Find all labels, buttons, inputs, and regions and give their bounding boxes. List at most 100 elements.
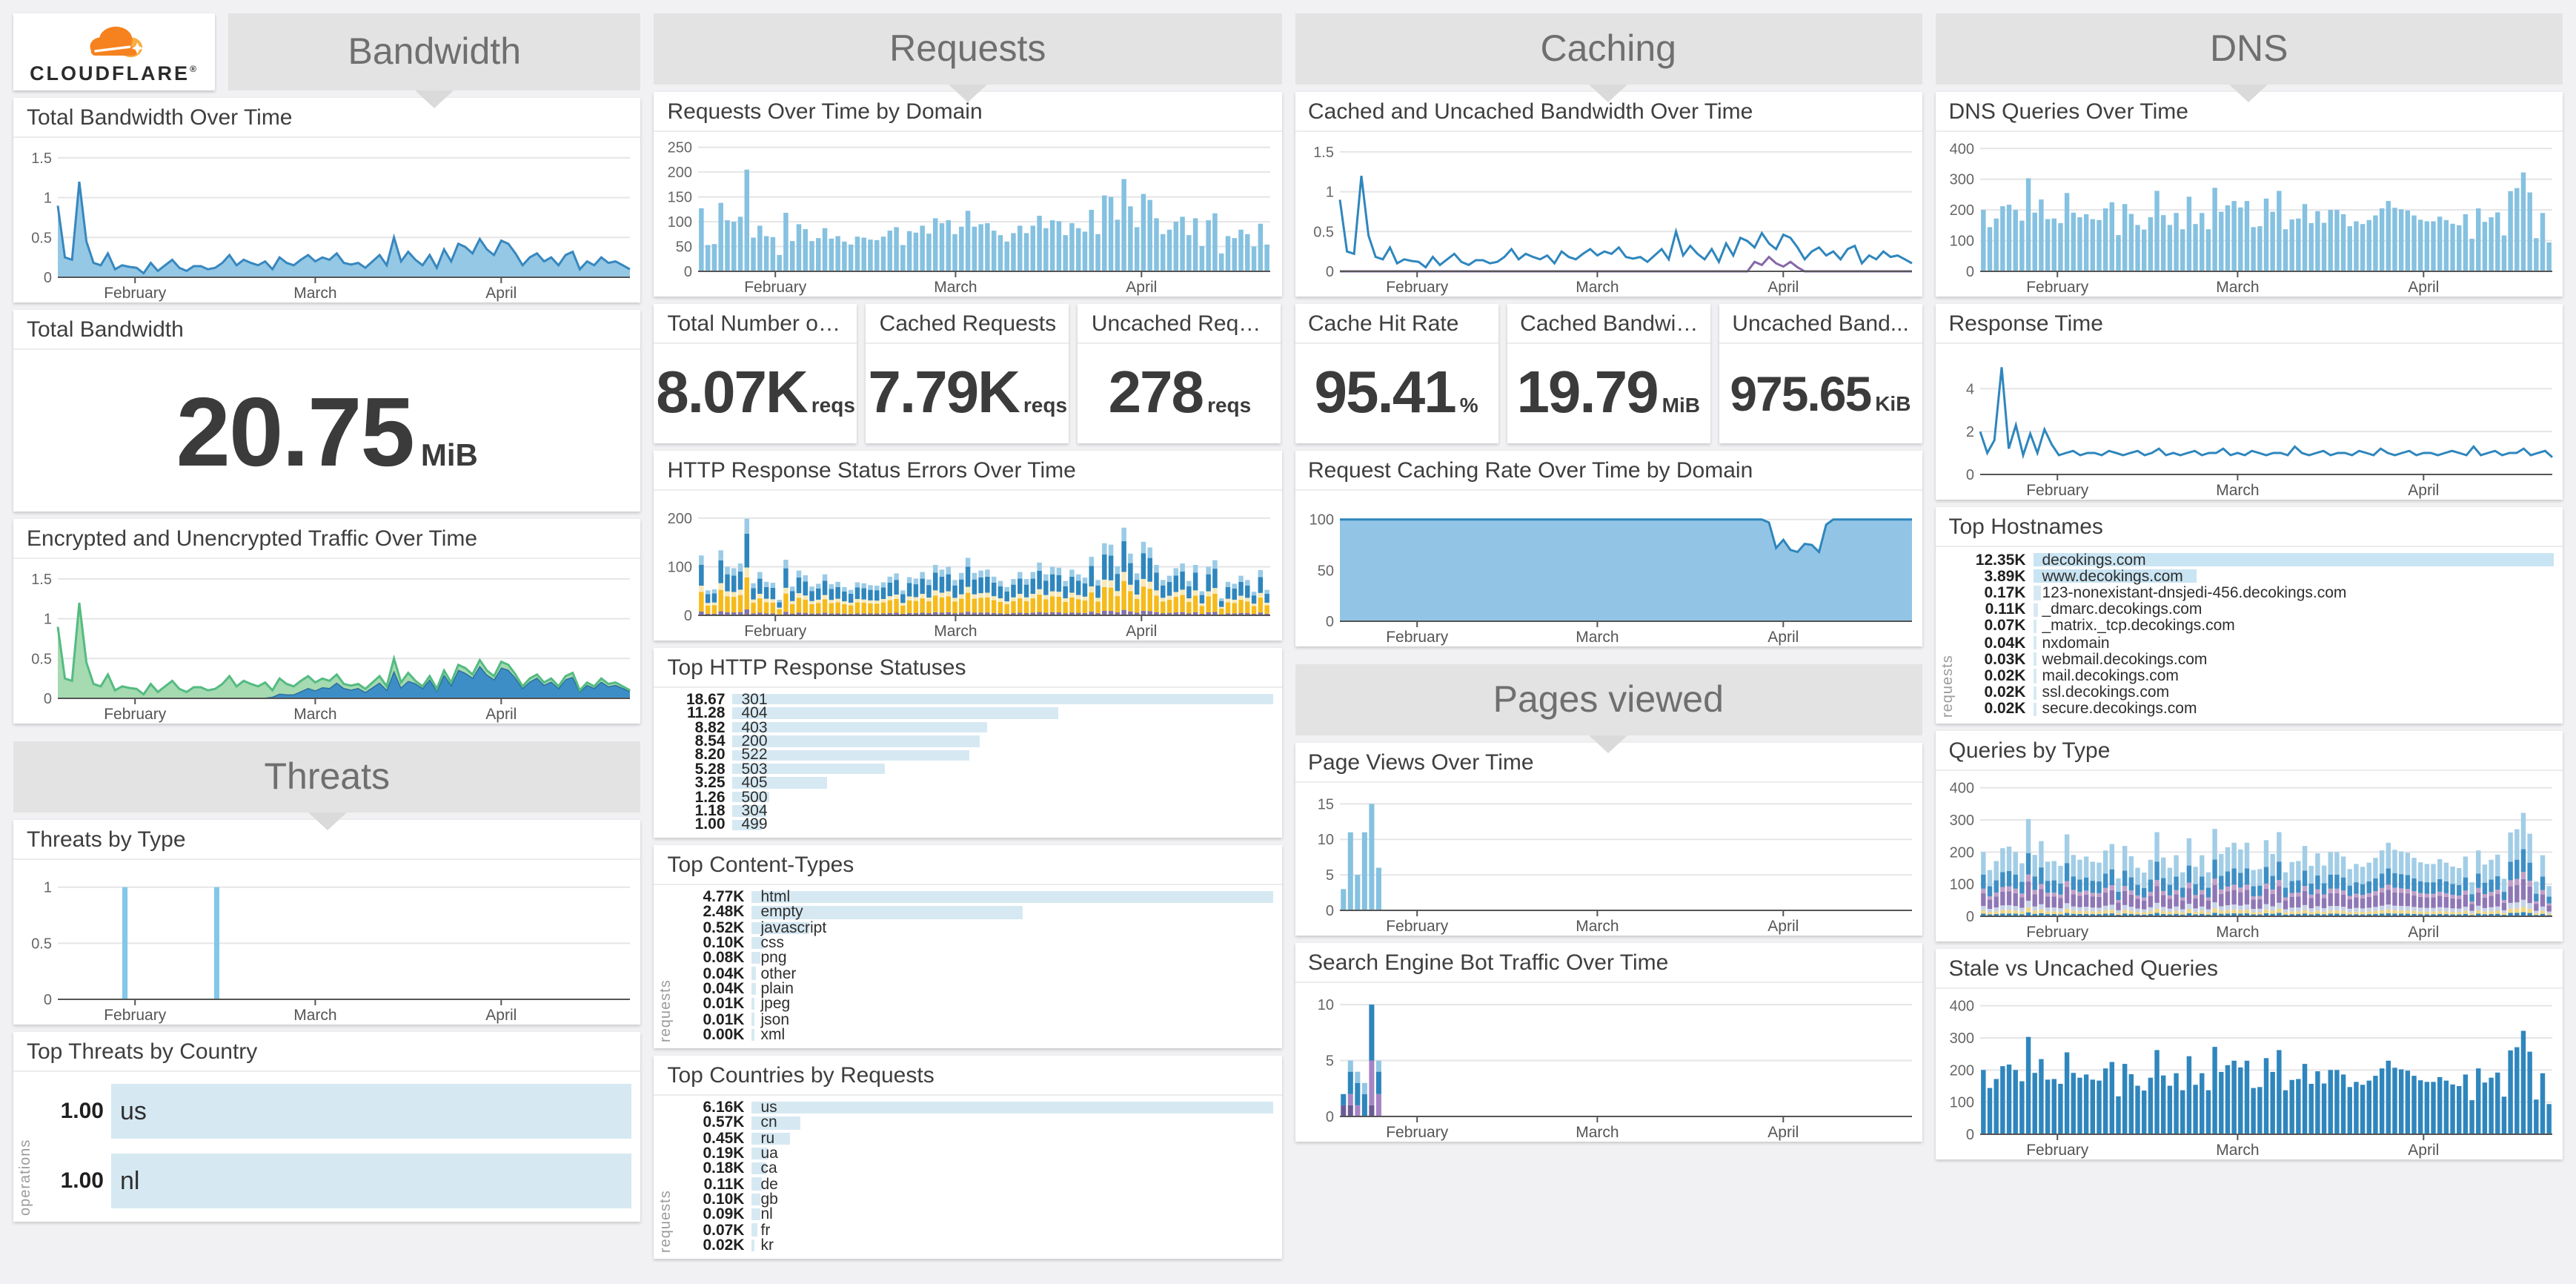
kpi-value: 20.75 MiB — [176, 376, 478, 486]
svg-text:0: 0 — [1965, 909, 1974, 925]
list-item-jpeg[interactable]: 0.01K jpeg — [677, 995, 1273, 1013]
list-item-label: 522 — [741, 746, 768, 764]
list-item-bar — [751, 936, 763, 950]
list-item-json[interactable]: 0.01K json — [677, 1010, 1273, 1028]
list-item-value: 12.35K — [1975, 551, 2026, 569]
list-item-value: 0.09K — [703, 1205, 745, 1224]
list-item-secure.decokings.com[interactable]: 0.02K secure.decokings.com — [1958, 701, 2555, 718]
svg-text:0: 0 — [1965, 264, 1974, 280]
list-item-405[interactable]: 3.25 405 — [657, 774, 1273, 792]
list-item-kr[interactable]: 0.02K kr — [677, 1237, 1273, 1254]
list-item-_dmarc.decokings.com[interactable]: 0.11K _dmarc.decokings.com — [1958, 600, 2555, 618]
list-item-503[interactable]: 5.28 503 — [657, 760, 1273, 778]
list-item-us[interactable]: 6.16K us — [677, 1099, 1272, 1116]
list-item-403[interactable]: 8.82 403 — [657, 718, 1273, 736]
response-time-chart[interactable]: 0 2 4 February March April — [1936, 344, 2563, 500]
list-item-label: ru — [760, 1129, 775, 1148]
list-item-304[interactable]: 1.18 304 — [657, 802, 1273, 820]
list-item-123-nonexistant-dnsjedi-456.decokings.com[interactable]: 0.17K 123-nonexistant-dnsjedi-456.decokin… — [1958, 584, 2555, 603]
list-item-webmail.decokings.com[interactable]: 0.03K webmail.decokings.com — [1958, 651, 2555, 669]
list-item-500[interactable]: 1.26 500 — [657, 788, 1273, 806]
list-item-200[interactable]: 8.54 200 — [657, 732, 1273, 750]
svg-text:100: 100 — [668, 559, 692, 575]
list-item-plain[interactable]: 0.04K plain — [677, 980, 1273, 998]
list-item-png[interactable]: 0.08K png — [677, 950, 1273, 967]
list-item-ssl.decokings.com[interactable]: 0.02K ssl.decokings.com — [1958, 684, 2555, 701]
list-item-other[interactable]: 0.04K other — [677, 964, 1273, 983]
svg-text:400: 400 — [1949, 781, 1974, 797]
svg-text:April: April — [1767, 629, 1798, 646]
svg-text:February: February — [745, 279, 808, 296]
list-item-ua[interactable]: 0.19K ua — [677, 1145, 1273, 1162]
threats-by-type-chart[interactable]: 0 0.5 1 February March April — [13, 860, 641, 1025]
card-title: Request Caching Rate Over Time by Domain — [1295, 451, 1922, 491]
svg-text:0: 0 — [684, 608, 692, 624]
svg-text:50: 50 — [1317, 563, 1333, 579]
list-item-label: cn — [760, 1113, 777, 1132]
list-item-ca[interactable]: 0.18K ca — [677, 1160, 1273, 1178]
list-item-empty[interactable]: 2.48K empty — [677, 904, 1273, 921]
bot-traffic-chart[interactable]: 0 5 10 February March April — [1295, 983, 1922, 1142]
list-item-html[interactable]: 4.77K html — [677, 888, 1272, 907]
encrypted-traffic-chart[interactable]: 0 0.5 1 1.5 February March April — [13, 559, 641, 724]
svg-text:100: 100 — [1309, 512, 1333, 529]
list-item-de[interactable]: 0.11K de — [677, 1175, 1273, 1193]
list-item-us[interactable]: 1.00 us — [36, 1076, 632, 1146]
list-item-value: 4.77K — [703, 888, 745, 907]
list-item-404[interactable]: 11.28 404 — [657, 704, 1273, 723]
list-item-499[interactable]: 1.00 499 — [657, 815, 1273, 834]
list-item-bar — [111, 1084, 632, 1139]
list-item-xml[interactable]: 0.00K xml — [677, 1026, 1273, 1044]
list-item-mail.decokings.com[interactable]: 0.02K mail.decokings.com — [1958, 667, 2555, 685]
list-item-javascript[interactable]: 0.52K javascript — [677, 919, 1273, 936]
list-item-gb[interactable]: 0.10K gb — [677, 1191, 1273, 1208]
svg-text:0: 0 — [1325, 264, 1333, 280]
list-item-_matrix._tcp.decokings.com[interactable]: 0.07K _matrix._tcp.decokings.com — [1958, 618, 2555, 635]
svg-text:0.5: 0.5 — [31, 936, 52, 952]
http-errors-chart[interactable]: 0 100 200 February March April — [654, 491, 1282, 641]
list-item-bar — [751, 952, 761, 964]
top-threats-by-country-list: operations 1.00 us 1.00 nl — [13, 1072, 641, 1222]
list-item-value: 0.17K — [1984, 584, 2026, 603]
dns-queries-chart[interactable]: 0 100 200 300 400 February March April — [1936, 132, 2563, 297]
axis-label: requests — [1939, 655, 1956, 718]
caching-rate-chart[interactable]: 0 50 100 February March April — [1295, 491, 1922, 646]
kpi-total-bandwidth: Total Bandwidth 20.75 MiB — [13, 310, 641, 512]
stale-uncached-chart[interactable]: 0 100 200 300 400 February March April — [1936, 989, 2563, 1159]
list-item-value: 0.02K — [1984, 700, 2026, 718]
kpi-title: Cache Hit Rate — [1295, 304, 1498, 344]
page-views-chart[interactable]: 0 5 10 15 February March April — [1295, 783, 1922, 936]
total-bandwidth-over-time-chart[interactable]: 0 0.5 1 1.5 February March April — [13, 138, 641, 302]
svg-text:200: 200 — [1949, 202, 1974, 219]
list-item-decokings.com[interactable]: 12.35K decokings.com — [1958, 551, 2554, 569]
queries-by-type-chart[interactable]: 0 100 200 300 400 February March April — [1936, 771, 2563, 942]
list-item-label: 499 — [741, 815, 768, 834]
svg-text:March: March — [1575, 1124, 1618, 1141]
card-title: Top HTTP Response Statuses — [654, 648, 1281, 688]
cached-uncached-bandwidth-chart[interactable]: 0 0.5 1 1.5 February March April — [1295, 132, 1922, 297]
list-item-www.decokings.com[interactable]: 3.89K www.decokings.com — [1958, 568, 2555, 586]
card-title: Stale vs Uncached Queries — [1935, 949, 2563, 989]
list-item-nl[interactable]: 0.09K nl — [677, 1205, 1273, 1224]
list-item-522[interactable]: 8.20 522 — [657, 746, 1273, 764]
list-item-cn[interactable]: 0.57K cn — [677, 1113, 1273, 1132]
list-item-label: _matrix._tcp.decokings.com — [2042, 617, 2235, 635]
section-header-dns: DNS — [1935, 13, 2563, 85]
list-item-nxdomain[interactable]: 0.04K nxdomain — [1958, 634, 2555, 652]
svg-text:200: 200 — [668, 511, 692, 527]
list-item-label: other — [760, 964, 797, 983]
svg-text:April: April — [2408, 482, 2439, 499]
svg-text:March: March — [2216, 1142, 2259, 1159]
list-item-value: 11.28 — [687, 704, 726, 723]
list-item-fr[interactable]: 0.07K fr — [677, 1221, 1273, 1239]
list-item-bar — [732, 764, 886, 775]
list-item-bar — [2033, 569, 2197, 583]
kpi-value: 8.07K reqs — [656, 360, 855, 426]
list-item-ru[interactable]: 0.45K ru — [677, 1129, 1273, 1148]
section-header-bandwidth: Bandwidth — [228, 13, 641, 90]
list-item-301[interactable]: 18.67 301 — [657, 690, 1272, 708]
list-item-css[interactable]: 0.10K css — [677, 934, 1273, 952]
list-item-nl[interactable]: 1.00 nl — [36, 1146, 632, 1216]
requests-over-time-chart[interactable]: 0 50 100 150 200 250 February March April — [654, 132, 1282, 297]
svg-text:April: April — [2408, 279, 2439, 296]
